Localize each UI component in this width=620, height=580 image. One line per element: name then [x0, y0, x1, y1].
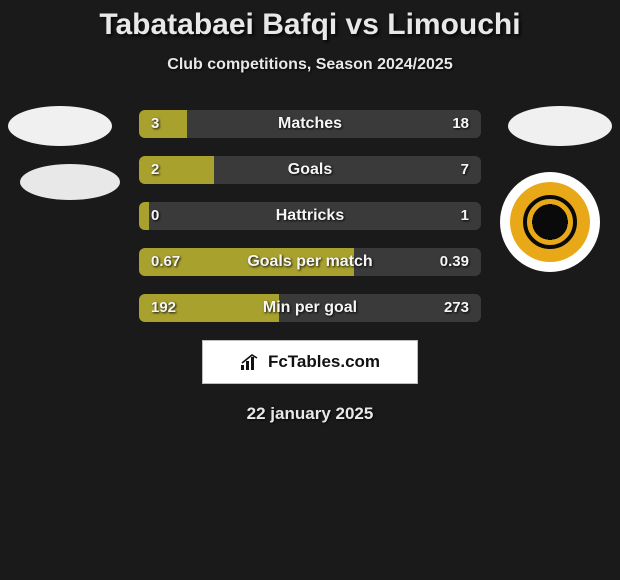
player-right-avatar: [508, 106, 612, 146]
stat-label: Hattricks: [139, 202, 481, 230]
stat-label: Min per goal: [139, 294, 481, 322]
player-left-avatar: [8, 106, 112, 146]
stat-label: Matches: [139, 110, 481, 138]
stat-row: 01Hattricks: [139, 202, 481, 230]
club-badge: [500, 172, 600, 272]
source-logo-text: FcTables.com: [268, 352, 380, 372]
player-left-avatar-2: [20, 164, 120, 200]
stat-label: Goals: [139, 156, 481, 184]
date-label: 22 january 2025: [0, 404, 620, 424]
stat-row: 27Goals: [139, 156, 481, 184]
stats-area: 318Matches 27Goals 01Hattricks 0.670.39Goal…: [0, 110, 620, 322]
subtitle: Club competitions, Season 2024/2025: [0, 56, 620, 74]
source-logo: FcTables.com: [202, 340, 418, 384]
stat-row: 192273Min per goal: [139, 294, 481, 322]
infographic-card: Tabatabaei Bafqi vs Limouchi Club compet…: [0, 0, 620, 424]
stat-row: 0.670.39Goals per match: [139, 248, 481, 276]
club-badge-core: [523, 195, 577, 249]
page-title: Tabatabaei Bafqi vs Limouchi: [0, 8, 620, 42]
club-badge-ring: [510, 182, 590, 262]
stat-bars: 318Matches 27Goals 01Hattricks 0.670.39Goal…: [139, 110, 481, 322]
stat-label: Goals per match: [139, 248, 481, 276]
stat-row: 318Matches: [139, 110, 481, 138]
chart-icon: [240, 353, 262, 371]
